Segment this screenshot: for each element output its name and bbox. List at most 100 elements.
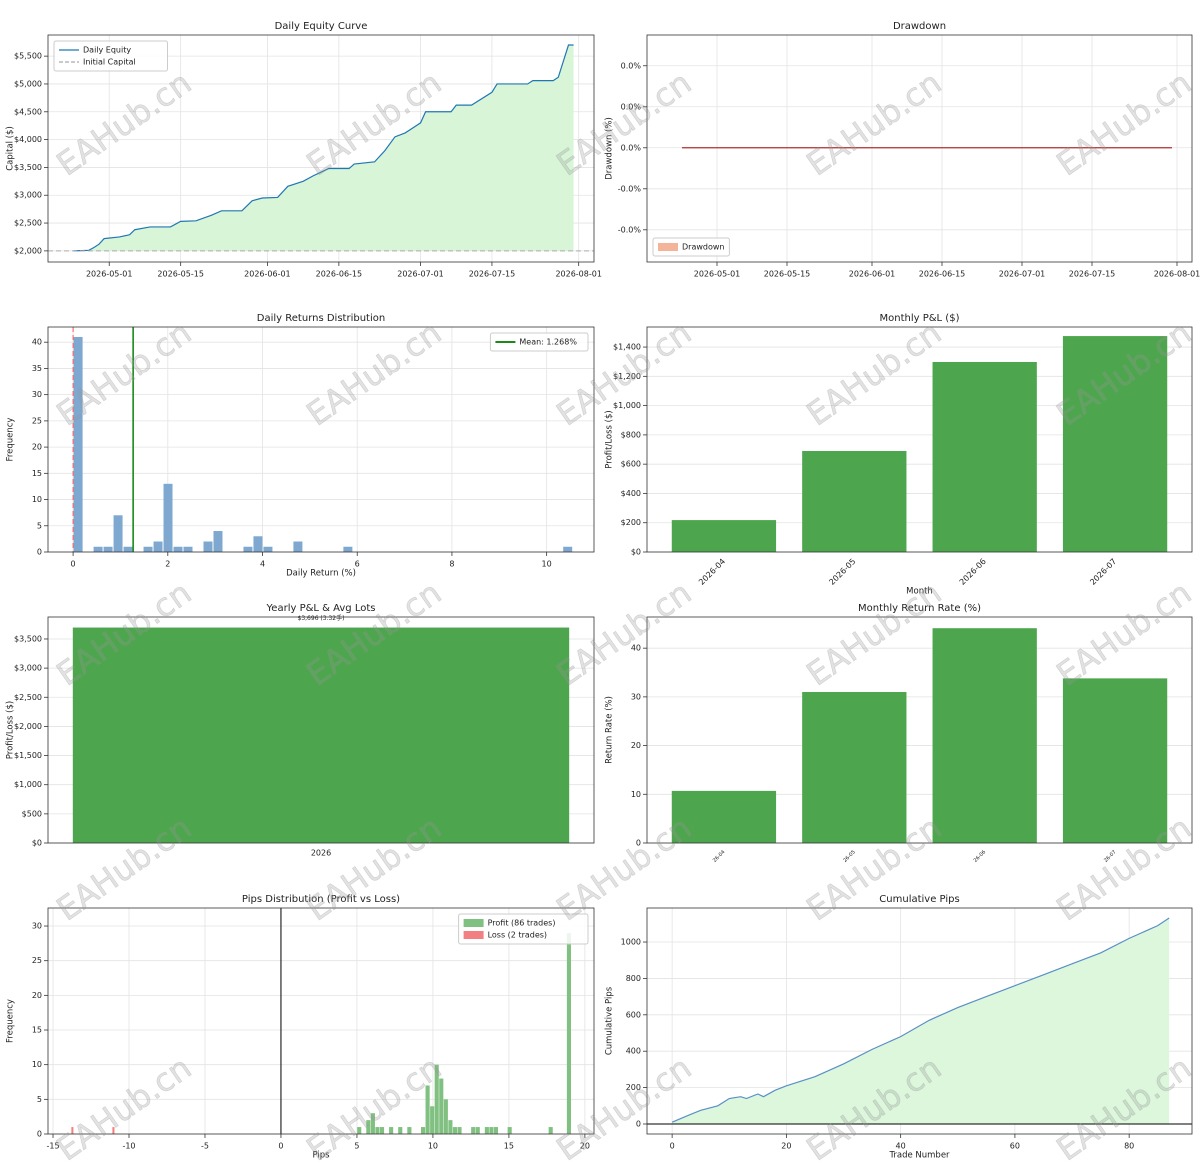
x-tick-label: 2: [165, 560, 170, 569]
plot-frame: [47, 326, 595, 553]
x-tick-label: -10: [122, 1142, 135, 1151]
bar: [802, 692, 907, 843]
y-tick-label: 0: [636, 1119, 641, 1128]
y-tick-label: 10: [631, 790, 641, 799]
bar: [671, 790, 777, 843]
histogram-bar: [123, 546, 133, 552]
x-tick-label: 2026-06: [958, 557, 988, 587]
x-tick-label: 20: [781, 1142, 791, 1151]
y-tick-label: 600: [626, 1010, 641, 1019]
histogram-bar: [343, 546, 353, 552]
y-tick-label: $1,000: [613, 401, 641, 410]
plot-frame: [646, 616, 1193, 844]
x-tick-label: 2026-05-01: [86, 270, 133, 279]
y-tick-label: $3,500: [14, 634, 42, 643]
histogram-bar: [430, 1106, 435, 1134]
histogram-bar: [375, 1127, 380, 1134]
histogram-bar: [366, 1120, 371, 1134]
y-tick-label: $1,400: [613, 343, 641, 352]
chart-title: Daily Returns Distribution: [257, 313, 385, 324]
x-axis-label: Daily Return (%): [286, 569, 356, 579]
y-tick-label: 5: [37, 521, 42, 530]
y-tick-label: $500: [22, 809, 42, 818]
y-tick-label: $200: [621, 518, 641, 527]
histogram-bar: [183, 546, 193, 552]
y-tick-label: 25: [32, 416, 42, 425]
histogram-bar: [370, 1113, 375, 1134]
x-tick-label: 2026-05-15: [764, 270, 811, 279]
histogram-bar: [398, 1127, 403, 1134]
y-tick-label: 20: [32, 991, 42, 1000]
histogram-bar: [113, 515, 123, 552]
x-tick-label: 2026-07-01: [397, 270, 444, 279]
y-tick-label: $2,500: [14, 219, 42, 228]
x-tick-label: 2026-07-15: [469, 270, 516, 279]
y-tick-label: $1,500: [14, 751, 42, 760]
y-tick-label: $4,500: [14, 107, 42, 116]
y-tick-label: $3,000: [14, 664, 42, 673]
bar: [932, 361, 1037, 552]
histogram-bar: [112, 1127, 115, 1134]
legend-label: Profit (86 trades): [488, 919, 556, 928]
histogram-bar: [471, 1127, 476, 1134]
x-tick-label: 2026-06-01: [244, 270, 291, 279]
value-label: $3,696 (3.32手): [298, 614, 345, 622]
y-tick-label: $0: [32, 839, 42, 848]
histogram-bar: [434, 1064, 439, 1134]
y-tick-label: 0.0%: [621, 61, 642, 70]
y-tick-label: $1,200: [613, 372, 641, 381]
y-tick-label: $0: [631, 548, 641, 557]
plot-background: [48, 327, 594, 552]
histogram-bar: [475, 1127, 480, 1134]
y-tick-label: -0.0%: [618, 225, 642, 234]
x-tick-label: 26-04: [712, 849, 727, 864]
x-tick-label: 0: [71, 560, 76, 569]
legend-label: Mean: 1.268%: [519, 338, 577, 347]
histogram-bar: [439, 1078, 444, 1134]
y-tick-label: 0: [37, 1130, 42, 1139]
y-tick-label: 400: [626, 1047, 641, 1056]
legend-swatch: [463, 931, 484, 939]
line: [671, 917, 1170, 1123]
x-tick-label: 40: [896, 1142, 906, 1151]
y-axis-label: Cumulative Pips: [605, 986, 615, 1055]
y-tick-label: 0: [37, 548, 42, 557]
histogram-bar: [153, 541, 163, 552]
y-tick-label: -0.0%: [618, 184, 642, 193]
legend-label: Loss (2 trades): [488, 931, 547, 940]
y-axis-label: Profit/Loss ($): [6, 701, 16, 759]
x-tick-label: 2026-08-01: [555, 270, 602, 279]
x-tick-label: 4: [260, 560, 265, 569]
histogram-bar: [103, 546, 113, 552]
line: [73, 44, 574, 252]
bar: [72, 627, 570, 843]
x-tick-label: 2026-06-01: [849, 270, 896, 279]
histogram-bar: [73, 336, 83, 552]
y-tick-label: 35: [32, 364, 42, 373]
histogram-bar: [457, 1127, 462, 1134]
y-tick-label: $2,500: [14, 693, 42, 702]
y-tick-label: 30: [32, 922, 42, 931]
legend-box: [652, 237, 730, 257]
chart-title: Monthly Return Rate (%): [858, 603, 981, 614]
y-tick-label: 40: [32, 338, 42, 347]
plot-frame: [646, 907, 1193, 1135]
y-tick-label: $3,500: [14, 163, 42, 172]
y-tick-label: 20: [631, 741, 641, 750]
x-tick-label: 15: [504, 1142, 514, 1151]
legend-label: Daily Equity: [83, 46, 131, 55]
x-tick-label: 60: [1010, 1142, 1020, 1151]
legend-box: [489, 332, 589, 352]
x-tick-label: 2026-04: [697, 557, 727, 587]
x-tick-label: 8: [449, 560, 454, 569]
chart-title: Monthly P&L ($): [880, 313, 960, 324]
legend-label: Initial Capital: [83, 58, 136, 67]
y-tick-label: $2,000: [14, 722, 42, 731]
histogram-bar: [448, 1120, 453, 1134]
x-tick-label: 26-06: [973, 849, 988, 864]
y-axis-label: Profit/Loss ($): [605, 410, 615, 468]
x-tick-label: 2026-08-01: [1154, 270, 1200, 279]
x-tick-label: 0: [670, 1142, 675, 1151]
x-tick-label: 2026-07: [1088, 557, 1118, 587]
